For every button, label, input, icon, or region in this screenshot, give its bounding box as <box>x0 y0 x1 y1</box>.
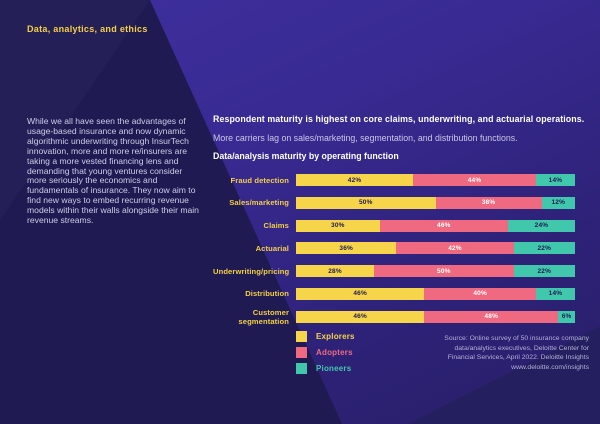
chart-row: Claims 30% 46% 24% <box>213 219 575 232</box>
bar-value-label: 22% <box>537 267 552 275</box>
legend-item: Explorers <box>296 331 355 342</box>
bar-segment-pioneers: 6% <box>558 310 575 323</box>
chart-row: Customer segmentation 46% 48% 6% <box>213 307 575 326</box>
bar-track: 36% 42% 22% <box>296 242 575 255</box>
bar-segment-adopters: 46% <box>379 219 509 232</box>
bar-value-label: 14% <box>548 176 563 184</box>
bar-segment-pioneers: 14% <box>535 174 575 186</box>
legend-item: Pioneers <box>296 363 355 374</box>
bar-segment-explorers: 28% <box>296 265 375 278</box>
stacked-bar-chart: Fraud detection 42% 44% 14% Sales/marketing 5… <box>213 174 575 334</box>
bar-track: 46% 40% 14% <box>296 287 575 300</box>
chart-row: Distribution 46% 40% 14% <box>213 287 575 300</box>
bar-value-label: 46% <box>353 290 367 298</box>
bar-value-label: 40% <box>473 290 487 298</box>
bar-value-label: 30% <box>331 222 345 230</box>
category-label: Fraud detection <box>230 175 289 185</box>
chart-title: Data/analysis maturity by operating func… <box>213 151 399 161</box>
legend-swatch-icon <box>296 331 307 342</box>
intro-paragraph: While we all have seen the advantages of… <box>27 116 199 226</box>
bar-segment-explorers: 36% <box>296 242 397 255</box>
figure-subheadline: More carriers lag on sales/marketing, se… <box>213 133 518 143</box>
bar-value-label: 48% <box>484 313 499 321</box>
bar-value-label: 12% <box>551 199 566 207</box>
bar-segment-pioneers: 24% <box>508 219 575 232</box>
bar-segment-adopters: 48% <box>424 310 559 323</box>
bar-segment-pioneers: 22% <box>513 265 575 278</box>
bar-segment-explorers: 42% <box>296 174 414 186</box>
bar-value-label: 42% <box>347 176 362 184</box>
legend-label: Adopters <box>316 348 353 357</box>
bar-track: 50% 38% 12% <box>296 196 575 209</box>
bar-segment-adopters: 40% <box>424 287 536 300</box>
legend-item: Adopters <box>296 347 355 358</box>
bar-track: 46% 48% 6% <box>296 310 575 323</box>
bar-value-label: 22% <box>537 244 552 252</box>
legend-label: Explorers <box>316 332 355 341</box>
category-label: Actuarial <box>255 243 289 253</box>
bar-track: 42% 44% 14% <box>296 174 575 186</box>
category-label: Customer segmentation <box>238 307 289 326</box>
bar-segment-adopters: 42% <box>396 242 514 255</box>
bar-segment-pioneers: 14% <box>535 287 575 300</box>
bar-value-label: 28% <box>328 267 342 275</box>
bar-value-label: 50% <box>437 267 451 275</box>
category-label: Claims <box>263 221 289 231</box>
bar-value-label: 6% <box>561 313 572 321</box>
legend-swatch-icon <box>296 347 307 358</box>
chart-row: Underwriting/pricing 28% 50% 22% <box>213 265 575 278</box>
legend-swatch-icon <box>296 363 307 374</box>
bar-segment-adopters: 44% <box>413 174 536 186</box>
bar-segment-adopters: 38% <box>435 196 542 209</box>
bar-segment-explorers: 50% <box>296 196 436 209</box>
legend-label: Pioneers <box>316 364 352 373</box>
bar-track: 28% 50% 22% <box>296 265 575 278</box>
bar-value-label: 44% <box>467 176 482 184</box>
bar-segment-pioneers: 12% <box>541 196 575 209</box>
category-label: Distribution <box>245 289 289 299</box>
chart-row: Actuarial 36% 42% 22% <box>213 242 575 255</box>
bar-segment-adopters: 50% <box>374 265 514 278</box>
chart-row: Fraud detection 42% 44% 14% <box>213 174 575 186</box>
bar-value-label: 50% <box>358 199 373 207</box>
chart-legend: Explorers Adopters Pioneers <box>296 331 355 379</box>
source-note: Source: Online survey of 50 insurance co… <box>444 335 589 371</box>
bar-value-label: 24% <box>534 222 549 230</box>
chart-row: Sales/marketing 50% 38% 12% <box>213 196 575 209</box>
bar-segment-pioneers: 22% <box>513 242 575 255</box>
bar-value-label: 46% <box>437 222 451 230</box>
bar-segment-explorers: 30% <box>296 219 380 232</box>
bar-segment-explorers: 46% <box>296 287 425 300</box>
bar-value-label: 36% <box>339 244 354 252</box>
bar-segment-explorers: 46% <box>296 310 425 323</box>
page-title: Data, analytics, and ethics <box>27 24 148 34</box>
bar-track: 30% 46% 24% <box>296 219 575 232</box>
figure-headline: Respondent maturity is highest on core c… <box>213 114 585 124</box>
category-label: Sales/marketing <box>229 198 289 208</box>
category-label: Underwriting/pricing <box>213 266 290 276</box>
bar-value-label: 46% <box>353 313 367 321</box>
bar-value-label: 38% <box>481 199 496 207</box>
bar-value-label: 14% <box>548 290 563 298</box>
bar-value-label: 42% <box>448 244 462 252</box>
